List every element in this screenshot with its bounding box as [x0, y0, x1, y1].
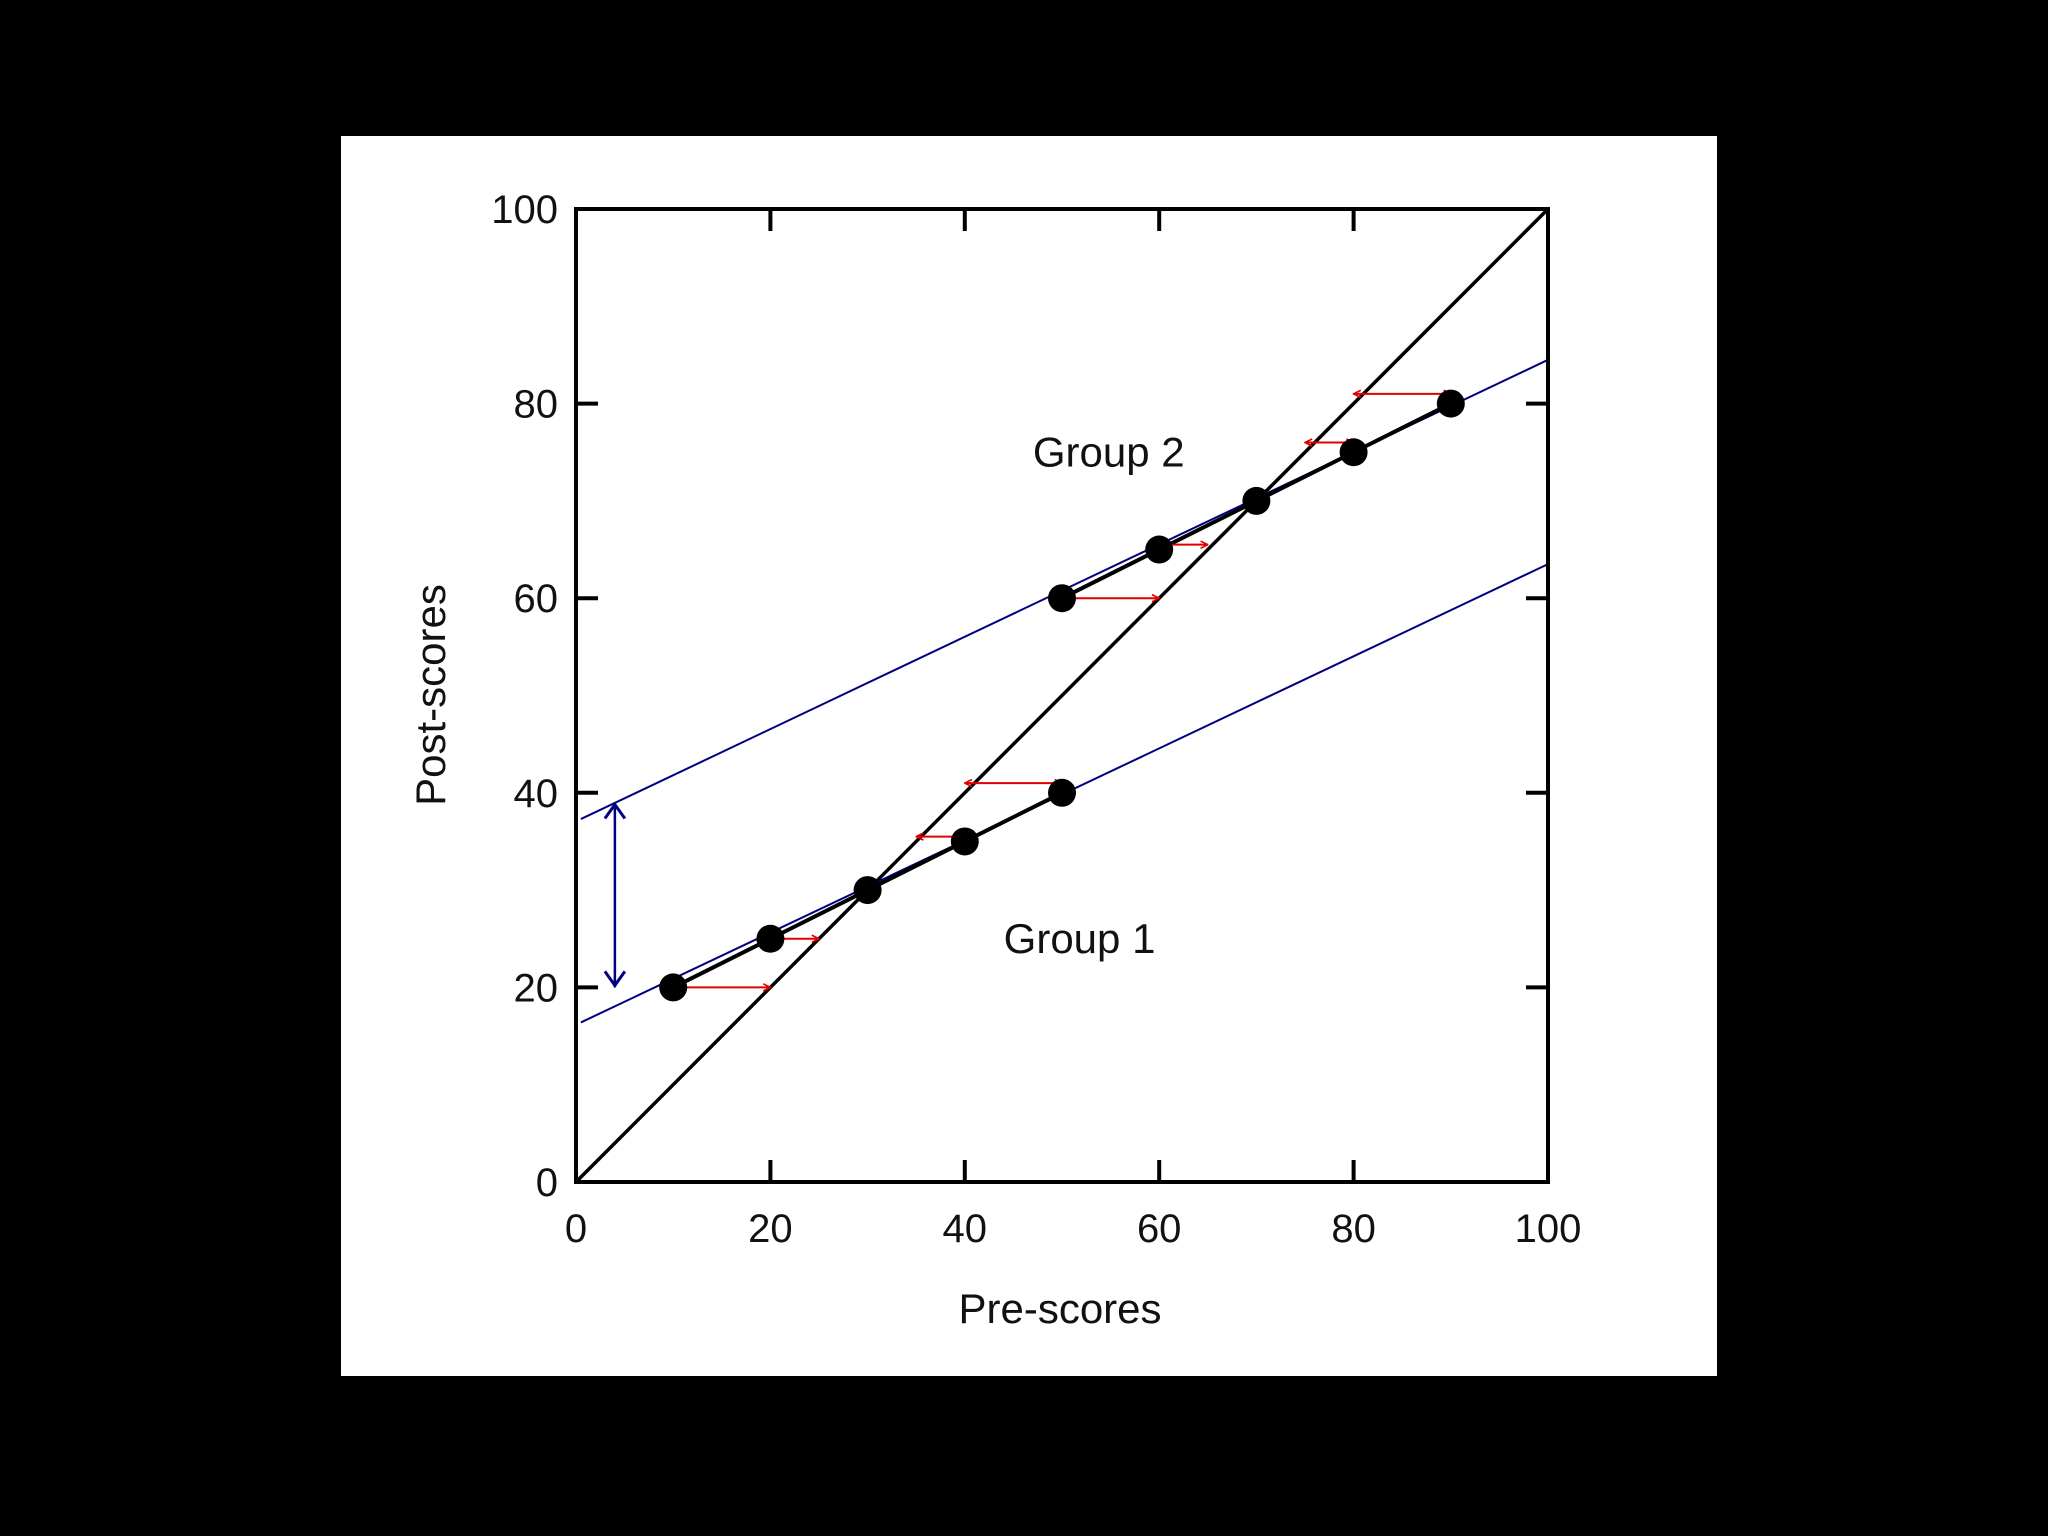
series-2-point-4: [1339, 438, 1368, 467]
series-2-point-3: [1242, 486, 1271, 515]
plot-frame: [574, 207, 1550, 1184]
series-1-point-1: [659, 973, 688, 1002]
text-layer: Pre-scores Post-scores Group 1 Group 2 0…: [407, 188, 1581, 1332]
x-tick-label: 0: [565, 1207, 587, 1251]
points-layer: [659, 389, 1465, 1002]
group-gap-arrow-head-top: [603, 801, 627, 820]
figure-panel: [341, 136, 1717, 1376]
series-2-point-2: [1145, 535, 1174, 564]
arrows-layer: [603, 394, 1451, 988]
group-gap-arrow-head-bottom: [603, 970, 627, 988]
series-2-point-1: [1048, 584, 1076, 613]
series-1-point-4: [950, 827, 979, 856]
lines-layer: [574, 207, 1550, 1184]
x-tick-label: 80: [1331, 1207, 1376, 1251]
series-2-point-5: [1436, 389, 1465, 418]
y-axis-title: Post-scores: [407, 584, 454, 806]
group-1-label: Group 1: [1004, 915, 1156, 962]
x-tick-label: 100: [1515, 1207, 1582, 1251]
y-tick-label: 0: [536, 1161, 558, 1205]
series-1-point-3: [853, 876, 882, 905]
x-tick-label: 60: [1137, 1207, 1182, 1251]
series-1-point-5: [1048, 778, 1076, 807]
y-tick-label: 100: [491, 188, 558, 232]
axes-layer: [574, 207, 1550, 1184]
identity-line: [574, 207, 1550, 1184]
y-tick-label: 80: [514, 383, 559, 427]
x-tick-label: 40: [943, 1207, 988, 1251]
x-tick-label: 20: [748, 1207, 793, 1251]
y-tick-label: 40: [514, 772, 559, 816]
series-1-point-2: [756, 924, 785, 953]
x-axis-title: Pre-scores: [958, 1285, 1161, 1332]
y-tick-label: 20: [514, 966, 559, 1010]
group-2-label: Group 2: [1033, 428, 1185, 475]
y-tick-label: 60: [514, 577, 559, 621]
